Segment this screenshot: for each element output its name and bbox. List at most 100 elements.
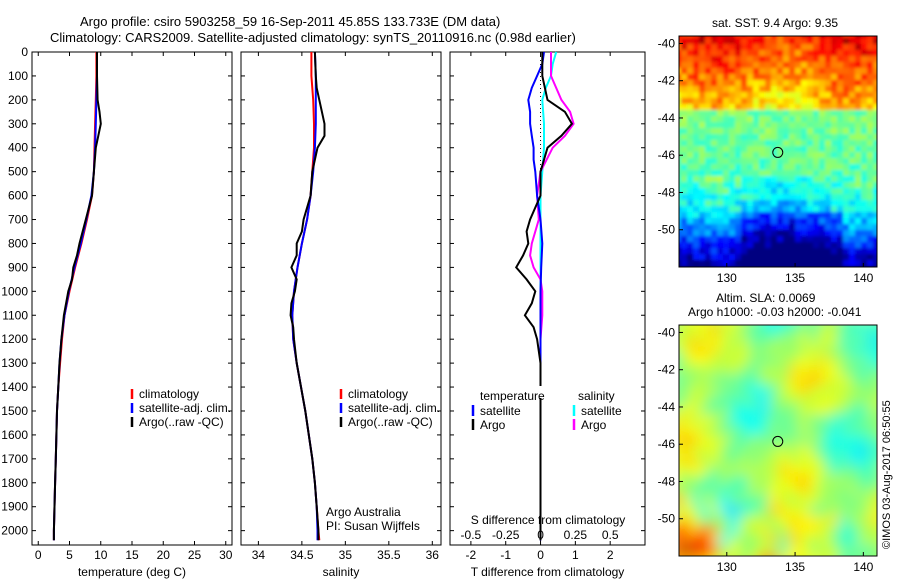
heatmap-cell [809, 555, 820, 556]
heatmap-cell [753, 80, 760, 87]
heatmap-cell [849, 44, 856, 51]
heatmap-cell [879, 260, 886, 267]
heatmap-cell [759, 525, 770, 536]
heatmap-cell [679, 110, 682, 117]
heatmap-cell [771, 104, 778, 111]
heatmap-cell [747, 128, 754, 135]
heatmap-cell [813, 254, 820, 261]
heatmap-cell [807, 194, 814, 201]
heatmap-cell [679, 445, 690, 456]
heatmap-cell [753, 188, 760, 195]
heatmap-cell [831, 158, 838, 165]
heatmap-cell [859, 525, 870, 536]
heatmap-cell [759, 485, 770, 496]
heatmap-cell [843, 230, 850, 237]
heatmap-cell [769, 345, 780, 356]
heatmap-cell [681, 224, 688, 231]
heatmap-cell [885, 206, 892, 213]
heatmap-cell [795, 176, 802, 183]
heatmap-cell [825, 116, 832, 123]
heatmap-cell [855, 218, 862, 225]
heatmap-cell [769, 525, 780, 536]
legend-label: satellite [480, 404, 521, 418]
heatmap-cell [855, 68, 862, 75]
heatmap-cell [735, 260, 742, 267]
heatmap-cell [689, 335, 700, 346]
heatmap-cell [885, 38, 892, 45]
heatmap-cell [769, 495, 780, 506]
heatmap-cell [699, 218, 706, 225]
heatmap-cell [719, 485, 730, 496]
heatmap-cell [789, 345, 800, 356]
x-tick-label: 15 [125, 548, 139, 562]
heatmap-cell [783, 62, 790, 69]
heatmap-cell [723, 200, 730, 207]
heatmap-cell [813, 116, 820, 123]
heatmap-cell [825, 164, 832, 171]
heatmap-cell [867, 92, 874, 99]
heatmap-cell [879, 315, 890, 326]
heatmap-cell [825, 68, 832, 75]
x-tick-label: -1 [500, 548, 511, 562]
heatmap-cell [753, 74, 760, 81]
heatmap-cell [741, 236, 748, 243]
map-frame [678, 324, 878, 557]
heatmap-cell [723, 38, 730, 45]
heatmap-cell [711, 104, 718, 111]
heatmap-cell [801, 188, 808, 195]
heatmap-cell [837, 260, 844, 267]
heatmap-cell [679, 44, 682, 51]
heatmap-cell [801, 98, 808, 105]
heatmap-cell [879, 98, 886, 105]
heatmap-cell [807, 104, 814, 111]
heatmap-cell [829, 365, 840, 376]
heatmap-cell [729, 365, 740, 376]
heatmap-cell [783, 242, 790, 249]
top-tick-label: 0.5 [602, 528, 619, 542]
heatmap-cell [675, 26, 682, 33]
heatmap-cell [809, 455, 820, 466]
heatmap-cell [807, 146, 814, 153]
heatmap-cell [679, 218, 682, 225]
heatmap-cell [873, 104, 877, 111]
heatmap-cell [843, 110, 850, 117]
heatmap-cell [825, 230, 832, 237]
heatmap-cell [801, 176, 808, 183]
heatmap-cell [819, 505, 830, 516]
heatmap-cell [699, 182, 706, 189]
heatmap-cell [861, 212, 868, 219]
heatmap-cell [783, 236, 790, 243]
heatmap-cell [699, 152, 706, 159]
heatmap-cell [795, 182, 802, 189]
heatmap-cell [679, 345, 680, 356]
heatmap-cell [679, 495, 690, 506]
heatmap-cell [783, 98, 790, 105]
heatmap-cell [687, 134, 694, 141]
heatmap-cell [837, 98, 844, 105]
heatmap-cell [789, 140, 796, 147]
heatmap-cell [849, 415, 860, 426]
heatmap-cell [679, 80, 682, 87]
heatmap-cell [681, 242, 688, 249]
heatmap-cell [759, 272, 766, 279]
heatmap-cell [719, 425, 730, 436]
heatmap-cell [717, 92, 724, 99]
heatmap-cell [783, 206, 790, 213]
heatmap-cell [709, 435, 720, 446]
heatmap-cell [717, 242, 724, 249]
heatmap-cell [699, 335, 710, 346]
heatmap-cell [747, 188, 754, 195]
heatmap-cell [771, 116, 778, 123]
plot-frame [240, 51, 442, 546]
heatmap-cell [717, 170, 724, 177]
heatmap-cell [693, 218, 700, 225]
heatmap-cell [779, 515, 790, 526]
heatmap-cell [825, 134, 832, 141]
heatmap-cell [849, 50, 856, 57]
heatmap-cell [789, 116, 796, 123]
heatmap-cell [789, 38, 796, 45]
heatmap-cell [789, 395, 800, 406]
heatmap-cell [831, 230, 838, 237]
heatmap-cell [739, 455, 750, 466]
heatmap-cell [855, 110, 862, 117]
